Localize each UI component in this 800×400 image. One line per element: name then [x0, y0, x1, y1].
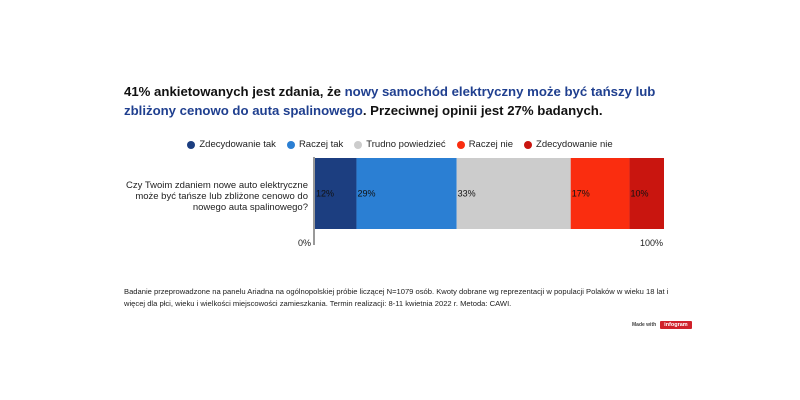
bar-value-label-1: 29%: [357, 189, 375, 199]
legend-swatch: [286, 140, 295, 149]
bar-value-label-2: 33%: [458, 189, 476, 199]
x-tick-0: 0%: [298, 238, 311, 248]
legend-swatch: [354, 140, 363, 149]
legend-swatch: [524, 140, 533, 149]
legend-item-raczej-tak[interactable]: Raczej tak: [286, 139, 344, 150]
bar-segment-2[interactable]: [456, 158, 571, 229]
bar-segment-3[interactable]: [570, 158, 630, 229]
headline-highlight: nowy samochód elektryczny może być tańsz…: [124, 84, 656, 118]
legend-swatch: [456, 140, 465, 149]
made-with-badge[interactable]: Made with infogram: [632, 321, 692, 329]
bar-segment-0[interactable]: [315, 158, 357, 229]
headline-part2: . Przeciwnej opinii jest 27% badanych.: [362, 103, 603, 118]
bar-value-label-4: 10%: [630, 189, 648, 199]
bar-segment-1[interactable]: [356, 158, 457, 229]
chart-headline: 41% ankietowanych jest zdania, że nowy s…: [124, 82, 684, 120]
legend-label: Zdecydowanie nie: [536, 139, 613, 150]
chart-legend: Zdecydowanie tak Raczej tak Trudno powie…: [0, 139, 800, 150]
category-label: Czy Twoim zdaniem nowe auto elektryczne …: [126, 180, 308, 213]
x-tick-100: 100%: [640, 238, 663, 248]
legend-label: Raczej nie: [468, 139, 514, 150]
legend-swatch: [187, 140, 196, 149]
legend-item-raczej-nie[interactable]: Raczej nie: [456, 139, 514, 150]
legend-label: Raczej tak: [298, 139, 344, 150]
legend-item-zdecydowanie-nie[interactable]: Zdecydowanie nie: [524, 139, 613, 150]
legend-label: Trudno powiedzieć: [366, 139, 446, 150]
infogram-logo: infogram: [660, 321, 692, 329]
bar-segments: 12% 29% 33% 17% 10%: [315, 158, 664, 229]
footnote: Badanie przeprowadzone na panelu Ariadna…: [124, 287, 669, 308]
legend-item-zdecydowanie-tak[interactable]: Zdecydowanie tak: [187, 139, 276, 150]
made-with-text: Made with: [632, 322, 657, 328]
bar-value-label-3: 17%: [572, 189, 590, 199]
bar-value-label-0: 12%: [316, 189, 334, 199]
legend-item-trudno-powiedziec[interactable]: Trudno powiedzieć: [354, 139, 446, 150]
legend-label: Zdecydowanie tak: [199, 139, 276, 150]
headline-part1: 41% ankietowanych jest zdania, że: [124, 84, 345, 99]
bar-segment-4[interactable]: [629, 158, 664, 229]
